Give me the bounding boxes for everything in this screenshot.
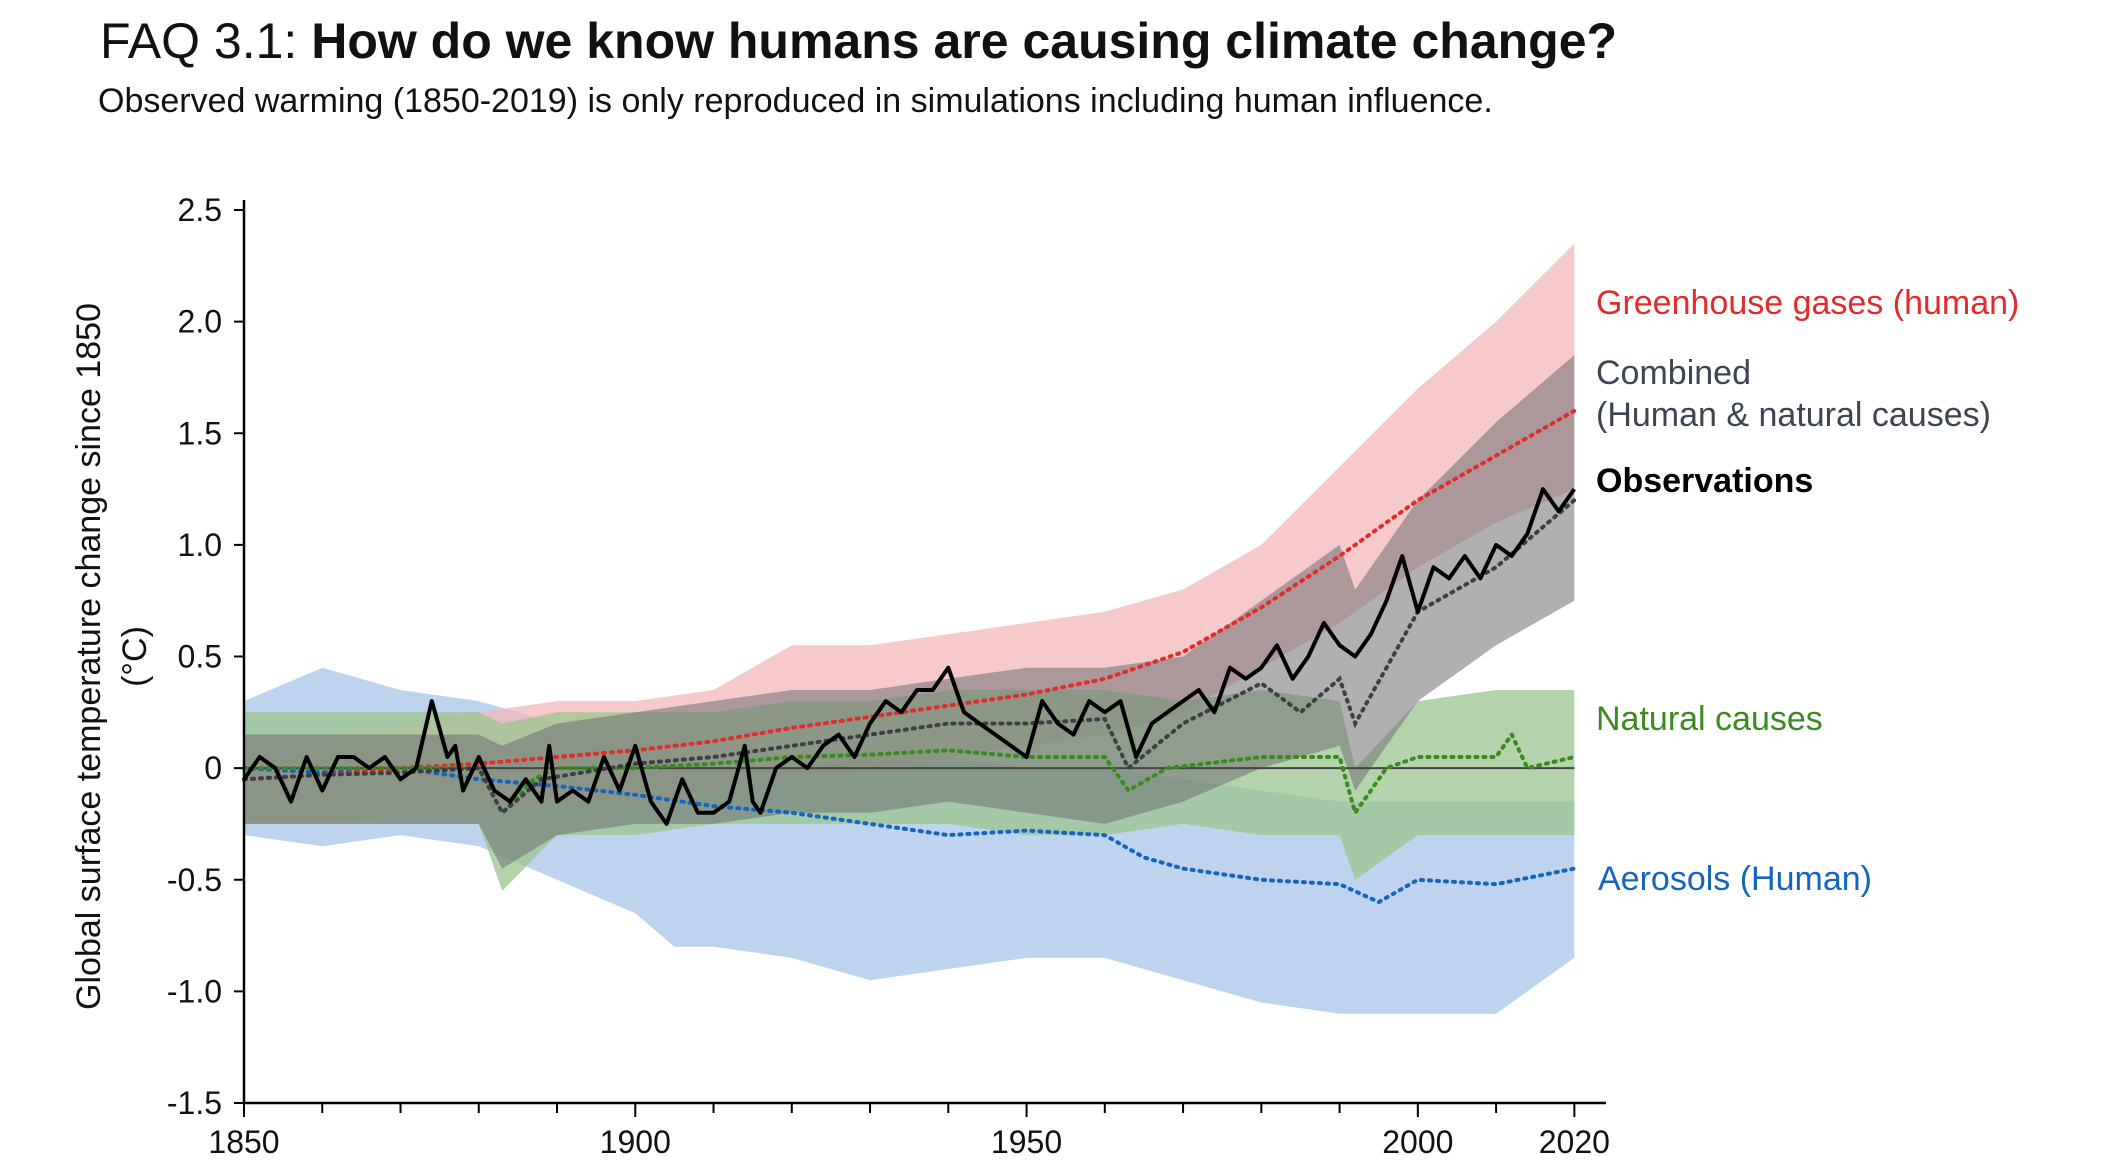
chart-title: FAQ 3.1: How do we know humans are causi… [100, 12, 1617, 70]
series-label-natural-causes: Natural causes [1596, 700, 1823, 738]
series-label-human-natural-causes: (Human & natural causes) [1596, 396, 1991, 434]
observations-group [242, 487, 1576, 826]
observations-line [242, 487, 1576, 826]
series-label-greenhouse-gases-human: Greenhouse gases (human) [1596, 284, 2019, 322]
y-tick-label: 1.0 [178, 527, 222, 563]
chart-subtitle: Observed warming (1850-2019) is only rep… [98, 82, 1493, 120]
y-tick-label: -1.0 [167, 973, 222, 1009]
series-labels-group: Greenhouse gases (human) Combined (Human &… [1596, 284, 2019, 898]
band-combined-human-natural-causes [244, 355, 1575, 869]
y-tick-label: 0.5 [178, 639, 222, 675]
y-tick-label: -0.5 [167, 862, 222, 898]
y-tick-label: 1.5 [178, 415, 222, 451]
y-axis-label-units: (°C) [116, 626, 154, 687]
y-axis-label: Global surface temperature change since … [70, 303, 108, 1010]
mean-line-greenhouse-gases-mean [242, 408, 1577, 782]
series-label-aerosols-human: Aerosols (Human) [1598, 860, 1872, 898]
title-prefix: FAQ 3.1: [100, 13, 312, 69]
bands-group [244, 243, 1575, 1014]
y-tick-label: 2.0 [178, 304, 222, 340]
x-tick-label: 2000 [1382, 1124, 1453, 1160]
x-tick-label: 1950 [991, 1124, 1062, 1160]
x-tick-label: 1900 [600, 1124, 671, 1160]
x-tick-label: 2020 [1539, 1124, 1610, 1160]
series-label-observations: Observations [1596, 462, 1813, 500]
y-tick-label: 0 [204, 750, 222, 786]
mean-line-combined-mean [242, 498, 1577, 816]
y-tick-label: 2.5 [178, 192, 222, 228]
x-tick-label: 1850 [208, 1124, 279, 1160]
title-main: How do we know humans are causing climat… [311, 13, 1618, 69]
series-label-combined: Combined [1596, 354, 1751, 392]
y-tick-label: -1.5 [167, 1085, 222, 1121]
